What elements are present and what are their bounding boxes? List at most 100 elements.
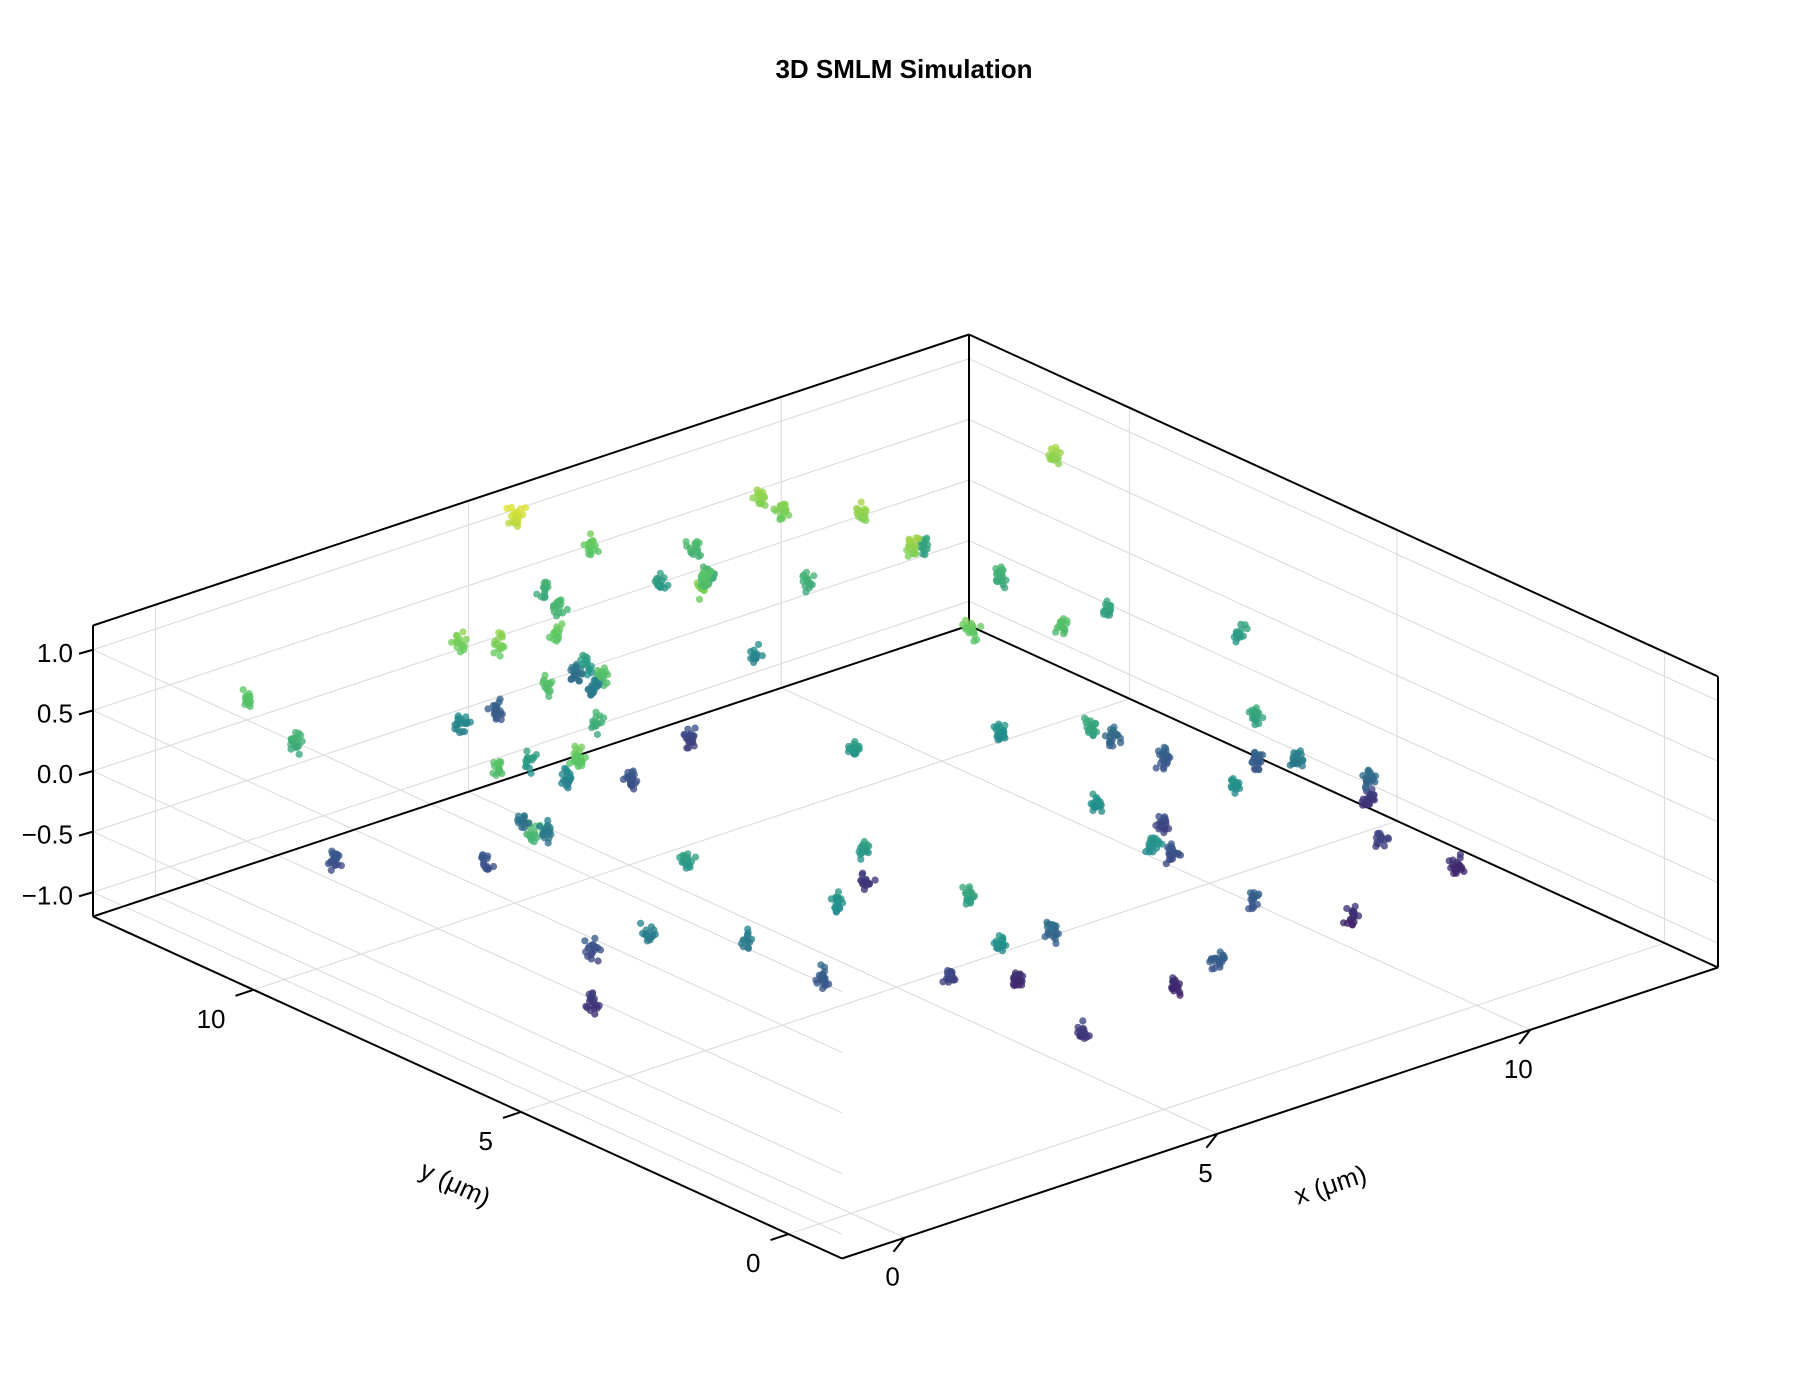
- left-wall-grid-line-z: [92, 709, 843, 1053]
- localization-point: [562, 766, 570, 774]
- localization-point: [858, 871, 866, 879]
- localization-point: [1248, 898, 1256, 906]
- localization-point: [871, 876, 879, 884]
- localization-point: [522, 762, 531, 770]
- localization-point: [831, 904, 839, 912]
- floor-grid-line-x: [781, 687, 1531, 1031]
- localization-point: [864, 849, 872, 857]
- localization-point: [682, 538, 690, 546]
- localization-point: [527, 769, 535, 777]
- localization-point: [1254, 765, 1263, 773]
- localization-point: [780, 508, 788, 516]
- localization-point: [295, 750, 303, 758]
- localization-point: [1162, 760, 1171, 768]
- localization-point: [585, 666, 593, 674]
- localization-point: [327, 866, 335, 874]
- localization-point: [1377, 833, 1385, 842]
- z-tick-mark: [78, 770, 94, 776]
- localization-point: [999, 573, 1007, 581]
- localization-point: [1160, 743, 1168, 751]
- localization-point: [1362, 783, 1370, 791]
- localization-point: [845, 742, 853, 751]
- localization-point: [575, 760, 583, 768]
- localization-point: [1235, 629, 1243, 637]
- localization-point: [1207, 955, 1216, 963]
- localization-point: [684, 725, 692, 733]
- localization-point: [698, 572, 706, 581]
- localization-point: [494, 759, 502, 767]
- localization-point: [998, 947, 1007, 955]
- y-tick-mark: [770, 1233, 789, 1242]
- localization-point: [860, 837, 869, 846]
- localization-point: [1364, 766, 1372, 774]
- y-tick-mark: [502, 1110, 522, 1119]
- localization-point: [799, 572, 807, 581]
- localization-point: [1105, 602, 1113, 610]
- localization-point: [496, 652, 504, 660]
- floor-grid-line-x: [468, 791, 1218, 1135]
- localization-point: [861, 513, 869, 521]
- localization-point: [968, 622, 976, 630]
- localization-point: [992, 937, 1001, 945]
- localization-point: [1164, 754, 1172, 762]
- localization-point: [744, 925, 752, 933]
- localization-point: [523, 830, 531, 838]
- localization-point: [968, 628, 976, 636]
- localization-point: [1155, 837, 1163, 846]
- localization-point: [923, 534, 931, 542]
- localization-point: [544, 827, 552, 836]
- localization-point: [1250, 715, 1258, 723]
- localization-point: [834, 897, 842, 905]
- y-tick-mark: [235, 988, 254, 997]
- localization-point: [489, 701, 497, 710]
- floor-grid-line-y: [788, 942, 1665, 1235]
- localization-point: [810, 572, 818, 580]
- localization-point: [862, 506, 870, 515]
- y-axis-line: [92, 915, 843, 1260]
- localization-point: [573, 753, 581, 761]
- localization-point: [454, 712, 462, 720]
- localization-point: [1255, 720, 1263, 728]
- localization-point: [453, 643, 461, 651]
- localization-point: [544, 816, 552, 825]
- localization-point: [860, 880, 868, 888]
- localization-point: [744, 937, 752, 945]
- localization-point: [594, 681, 602, 690]
- localization-point: [545, 692, 553, 701]
- localization-point: [1080, 1030, 1088, 1038]
- y-tick-label: 5: [479, 1126, 493, 1156]
- localization-point: [541, 588, 549, 596]
- localization-point: [999, 933, 1007, 942]
- localization-point: [540, 676, 548, 684]
- localization-point: [1343, 904, 1351, 913]
- localization-point: [1171, 983, 1179, 991]
- side-wall-grid-line-z: [968, 418, 1719, 762]
- floor-grid-line-y: [253, 698, 1130, 991]
- localization-point: [656, 583, 665, 591]
- localization-point: [754, 490, 762, 498]
- localization-point: [1079, 1017, 1087, 1025]
- localization-point: [592, 722, 600, 730]
- localization-point: [959, 883, 967, 891]
- localization-point: [1152, 764, 1160, 772]
- localization-point: [490, 640, 499, 649]
- back-wall-grid-line-z: [92, 600, 970, 893]
- localization-point: [1296, 747, 1304, 755]
- localization-point: [977, 622, 985, 631]
- localization-point: [1249, 891, 1257, 899]
- z-tick-label: 0.5: [37, 698, 73, 728]
- localization-point: [511, 517, 520, 525]
- localization-point: [1208, 965, 1216, 973]
- z-tick-label: −0.5: [22, 820, 73, 850]
- back-wall-grid-line-z: [92, 358, 970, 651]
- localization-point: [573, 663, 581, 671]
- localization-point: [750, 652, 758, 660]
- localization-point: [492, 715, 500, 723]
- localization-point: [990, 723, 998, 731]
- localization-point: [527, 836, 536, 844]
- localization-point: [513, 522, 522, 531]
- localization-point: [510, 509, 518, 518]
- localization-point: [592, 708, 600, 716]
- localization-point: [1255, 890, 1263, 898]
